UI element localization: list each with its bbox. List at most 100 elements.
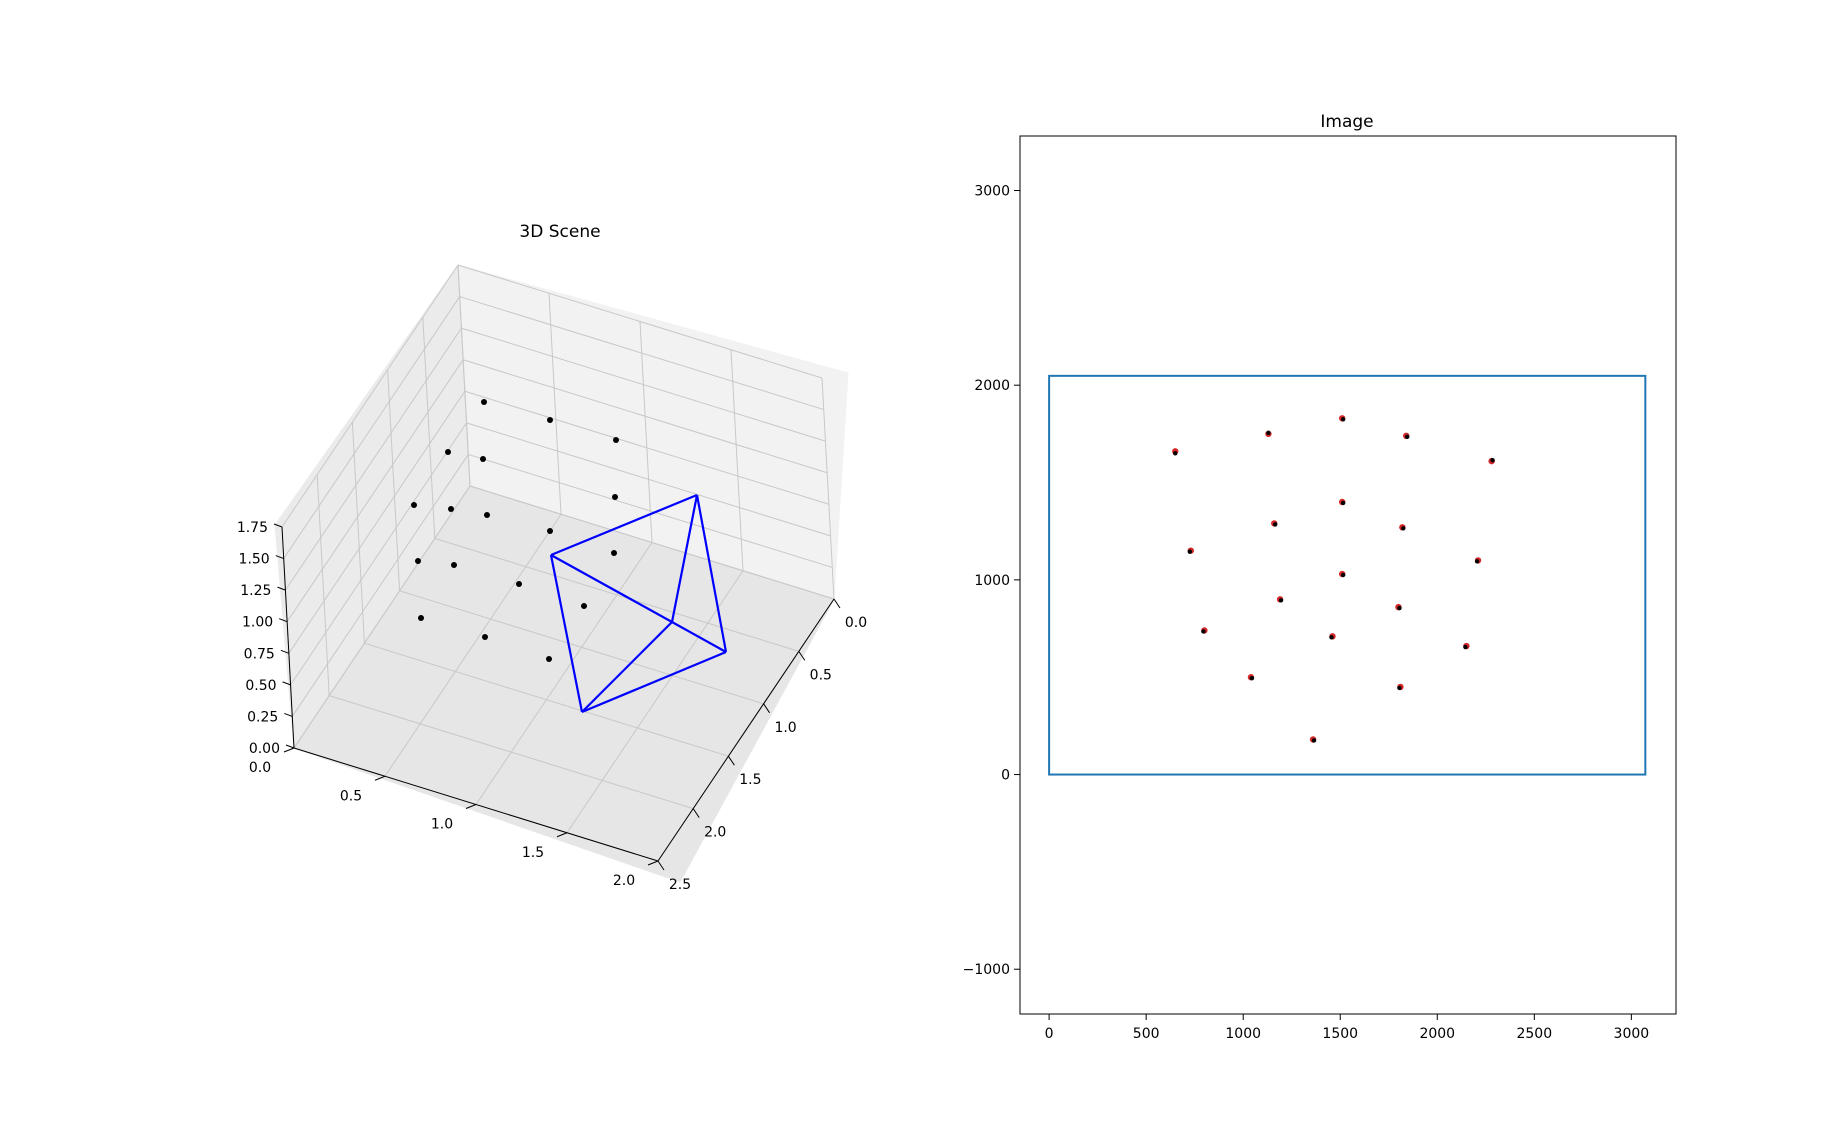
gridline bbox=[639, 321, 653, 543]
image-plot-frame bbox=[1019, 135, 1677, 1015]
x-tick-label: 1000 bbox=[1225, 1026, 1261, 1042]
scene-point bbox=[480, 456, 486, 462]
y-tick bbox=[283, 747, 295, 753]
y-tick-label: 0.5 bbox=[340, 788, 362, 804]
gridline bbox=[462, 359, 828, 474]
gridline bbox=[469, 485, 835, 600]
gridline bbox=[291, 454, 469, 717]
scene-point bbox=[411, 502, 417, 508]
gridline bbox=[351, 422, 365, 644]
z-tick-label: 1.00 bbox=[242, 615, 273, 631]
y-tick bbox=[647, 860, 659, 866]
y-tick-label: 1000 bbox=[974, 573, 1010, 589]
z-tick-label: 1.75 bbox=[237, 520, 268, 536]
scene-point bbox=[611, 550, 617, 556]
gridline bbox=[461, 327, 826, 442]
scene-point bbox=[613, 437, 619, 443]
z-tick-label: 0.50 bbox=[245, 678, 276, 694]
observed-point bbox=[1404, 434, 1410, 439]
x-tick-label: 1.0 bbox=[774, 720, 796, 736]
x-tick-label: 2500 bbox=[1516, 1026, 1552, 1042]
scene-point bbox=[481, 399, 487, 405]
scene-point bbox=[516, 581, 522, 587]
observed-point bbox=[1173, 451, 1178, 456]
frustum-edge bbox=[671, 621, 727, 653]
frustum-edge bbox=[549, 554, 584, 713]
scene-point bbox=[482, 634, 488, 640]
z-tick-label: 0.75 bbox=[244, 646, 275, 662]
y-tick-label: 0.0 bbox=[249, 760, 271, 776]
x-tick-label: 0 bbox=[1045, 1026, 1054, 1042]
frustum-edge bbox=[670, 494, 699, 623]
gridline bbox=[281, 264, 459, 528]
scene-point bbox=[415, 558, 421, 564]
z-tick-label: 1.25 bbox=[240, 583, 271, 599]
image-plot-ticks: 0 500 1000 1500 2000 2500 3000 −1000 0 1000 2000 30… bbox=[963, 184, 1650, 1042]
y-tick-label: −1000 bbox=[963, 962, 1010, 978]
z-tick bbox=[277, 586, 286, 591]
image-points bbox=[1172, 415, 1495, 743]
observed-point bbox=[1397, 685, 1402, 691]
x-tick-label: 0.5 bbox=[810, 667, 832, 683]
observed-point bbox=[1340, 417, 1346, 422]
z-axis-line bbox=[281, 526, 295, 749]
x-tick-label: 2.5 bbox=[669, 877, 691, 893]
scene-point bbox=[547, 528, 553, 534]
z-tick bbox=[284, 712, 293, 717]
y-tick bbox=[556, 832, 568, 838]
gridline bbox=[288, 391, 466, 654]
x-tick bbox=[833, 598, 841, 609]
x-tick bbox=[763, 703, 771, 714]
gridline bbox=[457, 264, 471, 487]
gridline bbox=[468, 453, 833, 568]
y-tick-label: 0 bbox=[1001, 768, 1010, 784]
x-tick-label: 0.0 bbox=[845, 615, 867, 631]
3d-axes: 0.0 0.5 1.0 1.5 2.0 2.5 0.0 0.5 1.0 1.5 2.0 0.00 0.2… bbox=[237, 520, 867, 893]
z-tick bbox=[275, 555, 284, 560]
observed-point bbox=[1490, 457, 1495, 463]
gridline bbox=[548, 293, 562, 515]
gridline bbox=[464, 390, 830, 505]
x-tick bbox=[692, 808, 700, 818]
observed-point bbox=[1273, 522, 1278, 527]
scene-point bbox=[547, 417, 553, 423]
gridline bbox=[316, 474, 330, 696]
frustum-edge bbox=[695, 494, 728, 653]
y-tick bbox=[374, 775, 386, 781]
z-tick bbox=[280, 649, 290, 654]
gridline bbox=[384, 513, 562, 777]
observed-point bbox=[1397, 605, 1402, 611]
y-tick-label: 3000 bbox=[974, 184, 1010, 200]
gridline bbox=[730, 349, 744, 571]
frustum-edge bbox=[581, 621, 673, 713]
x-tick-label: 3000 bbox=[1614, 1026, 1650, 1042]
frustum-edge bbox=[550, 554, 673, 623]
y-tick bbox=[465, 804, 477, 809]
x-tick bbox=[798, 651, 806, 661]
z-tick-label: 0.00 bbox=[249, 741, 280, 757]
gridline bbox=[821, 377, 835, 600]
y-tick-label: 2000 bbox=[974, 378, 1010, 394]
gridline bbox=[466, 422, 831, 537]
gridline bbox=[285, 327, 462, 591]
z-tick bbox=[278, 618, 288, 623]
frustum-edge bbox=[581, 650, 727, 714]
image-plot: Image 0 500 1000 1500 2000 2500 3000 −1000 0 1000… bbox=[963, 112, 1677, 1042]
observed-point bbox=[1278, 598, 1284, 603]
observed-point bbox=[1187, 549, 1193, 554]
observed-point bbox=[1401, 526, 1406, 531]
observed-point bbox=[1311, 738, 1317, 743]
scene-point bbox=[451, 562, 457, 568]
y-tick-label: 1.5 bbox=[522, 845, 544, 861]
gridline bbox=[286, 359, 464, 622]
x-tick-label: 1500 bbox=[1322, 1026, 1358, 1042]
gridline bbox=[387, 369, 401, 591]
z-tick bbox=[282, 681, 291, 686]
gridline bbox=[475, 542, 653, 805]
gridline bbox=[293, 485, 471, 749]
x-tick-label: 2000 bbox=[1419, 1026, 1455, 1042]
x-tick bbox=[727, 755, 735, 766]
scene-point bbox=[445, 449, 451, 455]
observed-point bbox=[1474, 559, 1480, 564]
y-tick-label: 2.0 bbox=[613, 873, 635, 889]
